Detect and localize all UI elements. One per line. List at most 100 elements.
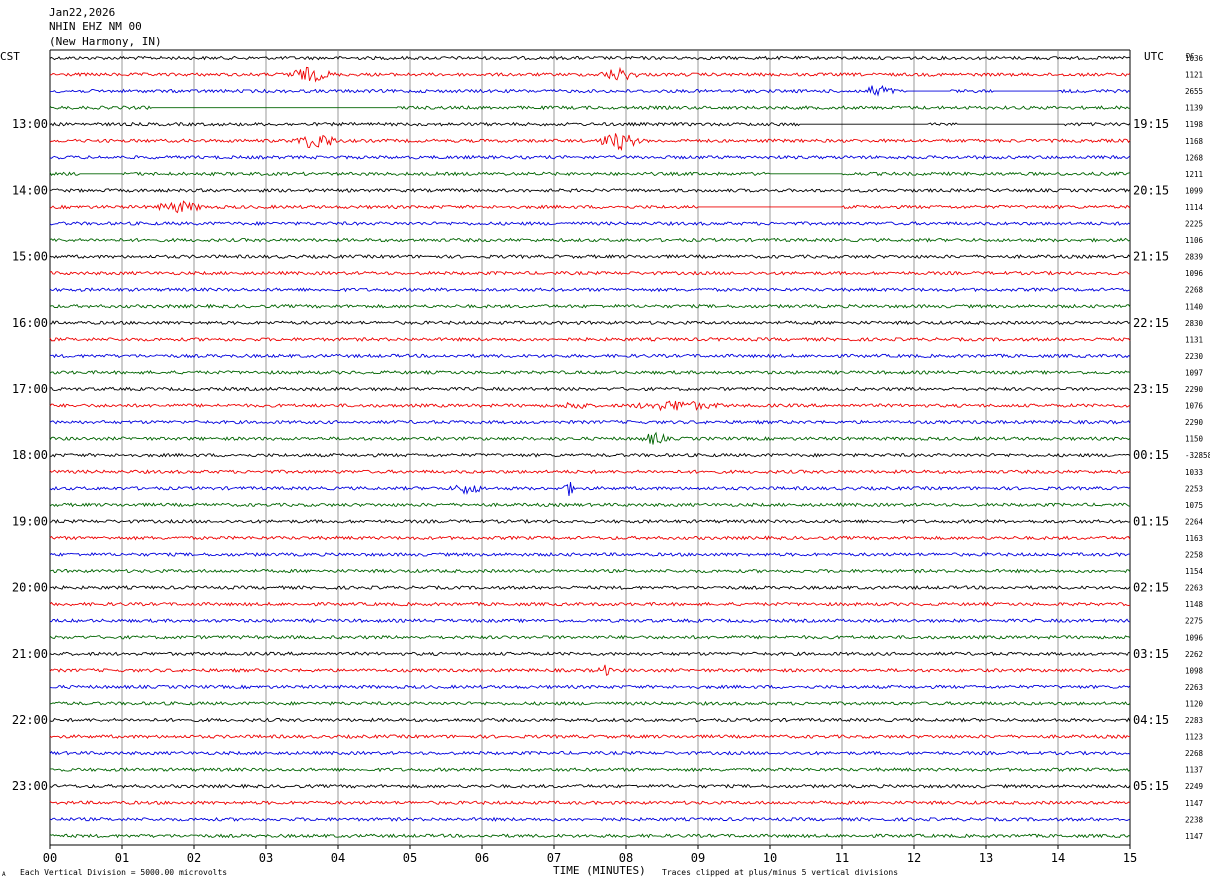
dc-offset-value: 2290 [1185, 385, 1204, 394]
x-tick-label: 11 [835, 851, 849, 865]
trace-row [50, 767, 1131, 773]
trace-row [49, 369, 1131, 376]
dc-offset-value: 2225 [1185, 220, 1203, 229]
left-timezone-label: CST [0, 50, 20, 63]
right-hour-label: 05:15 [1133, 779, 1169, 793]
trace-row [49, 552, 1131, 557]
trace-row [49, 105, 1131, 111]
trace-row [49, 66, 1131, 83]
x-tick-label: 03 [259, 851, 273, 865]
trace-row [49, 336, 1131, 342]
dc-offset-value: 2263 [1185, 683, 1203, 692]
dc-offset-value: 1198 [1185, 120, 1204, 129]
dc-offset-value: 1168 [1185, 137, 1204, 146]
trace-row [49, 535, 1131, 541]
x-tick-label: 08 [619, 851, 633, 865]
dc-offset-value: 1137 [1185, 766, 1203, 775]
trace-row [49, 133, 1131, 151]
dc-offset-value: 2253 [1185, 484, 1203, 493]
x-tick-label: 02 [187, 851, 201, 865]
left-hour-label: 21:00 [12, 647, 48, 661]
trace-row [49, 320, 1131, 326]
x-tick-label: 06 [475, 851, 489, 865]
right-time-axis: 19:15 20:15 21:15 22:15 23:15 00:15 01:15 02:15… [1133, 117, 1169, 793]
trace-row [49, 783, 1131, 789]
trace-row [49, 518, 1131, 524]
right-hour-label: 21:15 [1133, 250, 1169, 264]
trace-row [49, 601, 1131, 607]
trace-row [49, 469, 1131, 475]
x-axis-label: TIME (MINUTES) [553, 864, 646, 877]
right-hour-label: 01:15 [1133, 514, 1169, 528]
dc-offset-value: 1148 [1185, 600, 1204, 609]
trace-row [49, 664, 1131, 676]
dc-offset-value: 1150 [1185, 435, 1204, 444]
dc-offset-value: 1139 [1185, 104, 1203, 113]
station-location: (New Harmony, IN) [49, 35, 162, 48]
dc-offset-value: 1096 [1185, 269, 1204, 278]
dc-offset-value: 2249 [1185, 782, 1203, 791]
trace-row [49, 200, 1131, 214]
x-tick-label: 00 [43, 851, 57, 865]
left-hour-label: 19:00 [12, 514, 48, 528]
trace-row [49, 816, 1131, 822]
x-axis-ticks: 00 01 02 03 04 05 06 07 08 09 10 11 12 13 14 15 [43, 845, 1137, 865]
left-time-axis: 13:00 14:00 15:00 16:00 17:00 18:00 19:00 20:00… [12, 117, 48, 793]
trace-row [49, 303, 1131, 309]
right-hour-label: 02:15 [1133, 581, 1169, 595]
dc-offset-value: 1211 [1185, 170, 1203, 179]
trace-row [49, 55, 1131, 61]
trace-row [49, 618, 1131, 624]
trace-row [49, 431, 1131, 445]
trace-row [49, 734, 1131, 740]
x-tick-label: 15 [1123, 851, 1137, 865]
dc-offset-value: 2830 [1185, 319, 1204, 328]
dc-offset-value: 1033 [1185, 468, 1203, 477]
clip-note: Traces clipped at plus/minus 5 vertical … [662, 868, 898, 877]
trace-row [49, 502, 1131, 508]
trace-row [49, 419, 1131, 425]
plot-grid [49, 49, 1131, 846]
dc-offset-value: 1121 [1185, 71, 1203, 80]
left-hour-label: 18:00 [12, 448, 48, 462]
right-hour-label: 22:15 [1133, 316, 1169, 330]
trace-row [49, 651, 1131, 657]
dc-offset-value: 2275 [1185, 617, 1203, 626]
x-tick-label: 01 [115, 851, 129, 865]
trace-row [49, 220, 1131, 226]
left-hour-label: 16:00 [12, 316, 48, 330]
trace-row [49, 800, 1131, 806]
dc-offset-value: 2268 [1185, 286, 1204, 295]
seismic-traces [49, 55, 1131, 839]
dc-offset-value: 2655 [1185, 87, 1203, 96]
right-hour-label: 20:15 [1133, 183, 1169, 197]
dc-offset-value: 2238 [1185, 815, 1204, 824]
left-hour-label: 15:00 [12, 250, 48, 264]
dc-offset-value: 1098 [1185, 666, 1204, 675]
dc-offset-value: 1154 [1185, 567, 1204, 576]
trace-row [49, 254, 1131, 260]
dc-offset-value: 1120 [1185, 699, 1204, 708]
dc-offset-value: 1123 [1185, 733, 1203, 742]
left-hour-label: 20:00 [12, 581, 48, 595]
dc-offset-value: 1075 [1185, 501, 1203, 510]
dc-offset-value: 1268 [1185, 153, 1204, 162]
dc-offset-value: 1147 [1185, 832, 1203, 841]
dc-offset-value: 1147 [1185, 799, 1203, 808]
x-tick-label: 07 [547, 851, 561, 865]
trace-row [49, 717, 1131, 723]
trace-row [49, 585, 1131, 591]
trace-row [49, 481, 1131, 497]
trace-row [49, 833, 1131, 839]
trace-row [49, 237, 1131, 243]
trace-row [49, 121, 1131, 127]
left-hour-label: 23:00 [12, 779, 48, 793]
dc-offset-value: 1076 [1185, 402, 1204, 411]
trace-row [49, 568, 1131, 574]
dc-offset-value: 1097 [1185, 368, 1203, 377]
station-id: NHIN EHZ NM 00 [49, 20, 142, 33]
x-tick-label: 13 [979, 851, 993, 865]
scale-note: Each Vertical Division = 5000.00 microvo… [20, 868, 227, 877]
dc-offset-value: 2290 [1185, 418, 1204, 427]
dc-offset-column: 1036 1121 2655 1139 1198 1168 1268 1211 1099 1114… [1185, 54, 1210, 841]
